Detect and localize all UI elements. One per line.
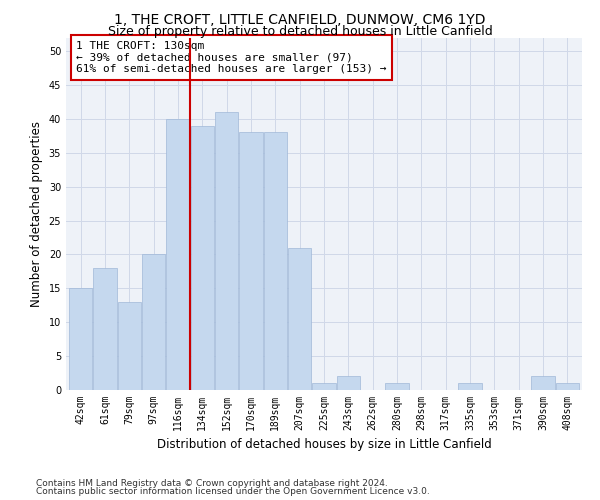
- Bar: [94, 268, 116, 390]
- Bar: [532, 376, 554, 390]
- Bar: [215, 112, 238, 390]
- Bar: [142, 254, 165, 390]
- Text: Contains public sector information licensed under the Open Government Licence v3: Contains public sector information licen…: [36, 487, 430, 496]
- Bar: [264, 132, 287, 390]
- Bar: [458, 383, 482, 390]
- Bar: [118, 302, 141, 390]
- Bar: [69, 288, 92, 390]
- Bar: [313, 383, 335, 390]
- Bar: [288, 248, 311, 390]
- Text: 1, THE CROFT, LITTLE CANFIELD, DUNMOW, CM6 1YD: 1, THE CROFT, LITTLE CANFIELD, DUNMOW, C…: [114, 12, 486, 26]
- Text: Size of property relative to detached houses in Little Canfield: Size of property relative to detached ho…: [107, 25, 493, 38]
- X-axis label: Distribution of detached houses by size in Little Canfield: Distribution of detached houses by size …: [157, 438, 491, 452]
- Text: Contains HM Land Registry data © Crown copyright and database right 2024.: Contains HM Land Registry data © Crown c…: [36, 478, 388, 488]
- Bar: [191, 126, 214, 390]
- Bar: [556, 383, 579, 390]
- Text: 1 THE CROFT: 130sqm
← 39% of detached houses are smaller (97)
61% of semi-detach: 1 THE CROFT: 130sqm ← 39% of detached ho…: [76, 41, 387, 74]
- Bar: [385, 383, 409, 390]
- Bar: [166, 119, 190, 390]
- Bar: [337, 376, 360, 390]
- Y-axis label: Number of detached properties: Number of detached properties: [30, 120, 43, 306]
- Bar: [239, 132, 263, 390]
